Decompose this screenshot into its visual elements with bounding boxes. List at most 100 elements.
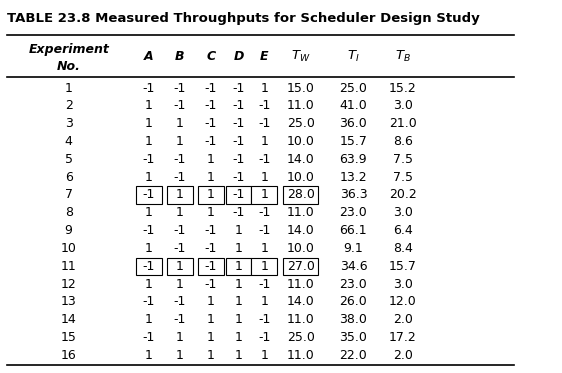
- Text: -1: -1: [174, 170, 186, 184]
- Text: 1: 1: [260, 82, 268, 94]
- Text: 1: 1: [260, 260, 268, 273]
- Text: -1: -1: [143, 82, 155, 94]
- Text: 1: 1: [176, 278, 184, 291]
- Text: 6.4: 6.4: [393, 224, 413, 237]
- FancyBboxPatch shape: [283, 258, 318, 275]
- Text: -1: -1: [143, 260, 155, 273]
- Text: 20.2: 20.2: [389, 188, 416, 201]
- Text: C: C: [206, 50, 216, 63]
- Text: 2.0: 2.0: [393, 349, 413, 362]
- Text: 1: 1: [176, 260, 184, 273]
- Text: 1: 1: [176, 135, 184, 148]
- Text: -1: -1: [205, 242, 217, 255]
- Text: 14.0: 14.0: [287, 224, 315, 237]
- Text: 2.0: 2.0: [393, 313, 413, 326]
- Text: 1: 1: [176, 117, 184, 130]
- Text: 15.7: 15.7: [389, 260, 416, 273]
- Text: -1: -1: [143, 224, 155, 237]
- Text: 1: 1: [234, 349, 242, 362]
- Text: -1: -1: [174, 224, 186, 237]
- Text: D: D: [233, 50, 244, 63]
- Text: -1: -1: [205, 135, 217, 148]
- Text: -1: -1: [232, 135, 244, 148]
- Text: 1: 1: [234, 278, 242, 291]
- Text: 10.0: 10.0: [287, 135, 315, 148]
- Text: 1: 1: [207, 188, 215, 201]
- Text: 15.0: 15.0: [287, 82, 315, 94]
- Text: 10.0: 10.0: [287, 170, 315, 184]
- Text: -1: -1: [174, 82, 186, 94]
- Text: 1: 1: [207, 313, 215, 326]
- Text: -1: -1: [205, 99, 217, 112]
- Text: 7.5: 7.5: [393, 170, 413, 184]
- Text: -1: -1: [143, 295, 155, 308]
- Text: 23.0: 23.0: [339, 278, 368, 291]
- Text: -1: -1: [258, 153, 270, 166]
- Text: -1: -1: [205, 278, 217, 291]
- Text: -1: -1: [205, 224, 217, 237]
- Text: 1: 1: [207, 295, 215, 308]
- Text: -1: -1: [258, 99, 270, 112]
- Text: 27.0: 27.0: [287, 260, 315, 273]
- Text: 7.5: 7.5: [393, 153, 413, 166]
- Text: 36.0: 36.0: [339, 117, 368, 130]
- FancyBboxPatch shape: [225, 186, 251, 204]
- Text: 1: 1: [234, 260, 242, 273]
- Text: -1: -1: [258, 206, 270, 219]
- FancyBboxPatch shape: [251, 186, 277, 204]
- Text: -1: -1: [205, 260, 217, 273]
- Text: 1: 1: [65, 82, 72, 94]
- Text: 1: 1: [176, 188, 184, 201]
- Text: 13.2: 13.2: [339, 170, 367, 184]
- Text: 15.7: 15.7: [339, 135, 368, 148]
- FancyBboxPatch shape: [198, 186, 224, 204]
- Text: 8.4: 8.4: [393, 242, 413, 255]
- Text: 7: 7: [65, 188, 72, 201]
- Text: 8: 8: [65, 206, 72, 219]
- Text: -1: -1: [232, 170, 244, 184]
- Text: 3.0: 3.0: [393, 278, 413, 291]
- Text: 38.0: 38.0: [339, 313, 368, 326]
- Text: 1: 1: [260, 242, 268, 255]
- Text: 1: 1: [234, 242, 242, 255]
- FancyBboxPatch shape: [251, 258, 277, 275]
- Text: 14.0: 14.0: [287, 295, 315, 308]
- Text: 9.1: 9.1: [343, 242, 363, 255]
- Text: 4: 4: [65, 135, 72, 148]
- Text: 1: 1: [260, 349, 268, 362]
- Text: -1: -1: [143, 331, 155, 344]
- Text: 14.0: 14.0: [287, 153, 315, 166]
- Text: 1: 1: [207, 206, 215, 219]
- Text: 12: 12: [61, 278, 76, 291]
- Text: 12.0: 12.0: [389, 295, 416, 308]
- Text: 1: 1: [145, 278, 153, 291]
- Text: $T_B$: $T_B$: [395, 49, 410, 64]
- Text: -1: -1: [232, 153, 244, 166]
- Text: 63.9: 63.9: [339, 153, 367, 166]
- Text: 22.0: 22.0: [339, 349, 368, 362]
- Text: -1: -1: [258, 331, 270, 344]
- Text: 11.0: 11.0: [287, 278, 315, 291]
- Text: 1: 1: [234, 295, 242, 308]
- Text: $T_W$: $T_W$: [291, 49, 310, 64]
- Text: 1: 1: [145, 117, 153, 130]
- Text: -1: -1: [258, 278, 270, 291]
- Text: 1: 1: [260, 135, 268, 148]
- Text: -1: -1: [205, 82, 217, 94]
- Text: 25.0: 25.0: [287, 331, 315, 344]
- Text: 3: 3: [65, 117, 72, 130]
- Text: 1: 1: [145, 349, 153, 362]
- Text: 3.0: 3.0: [393, 99, 413, 112]
- FancyBboxPatch shape: [283, 186, 318, 204]
- Text: 1: 1: [145, 313, 153, 326]
- Text: 8.6: 8.6: [393, 135, 413, 148]
- Text: E: E: [260, 50, 269, 63]
- Text: 25.0: 25.0: [339, 82, 368, 94]
- Text: -1: -1: [232, 206, 244, 219]
- Text: -1: -1: [232, 99, 244, 112]
- FancyBboxPatch shape: [167, 258, 193, 275]
- Text: 5: 5: [65, 153, 72, 166]
- Text: -1: -1: [174, 242, 186, 255]
- Text: 16: 16: [61, 349, 76, 362]
- Text: 3.0: 3.0: [393, 206, 413, 219]
